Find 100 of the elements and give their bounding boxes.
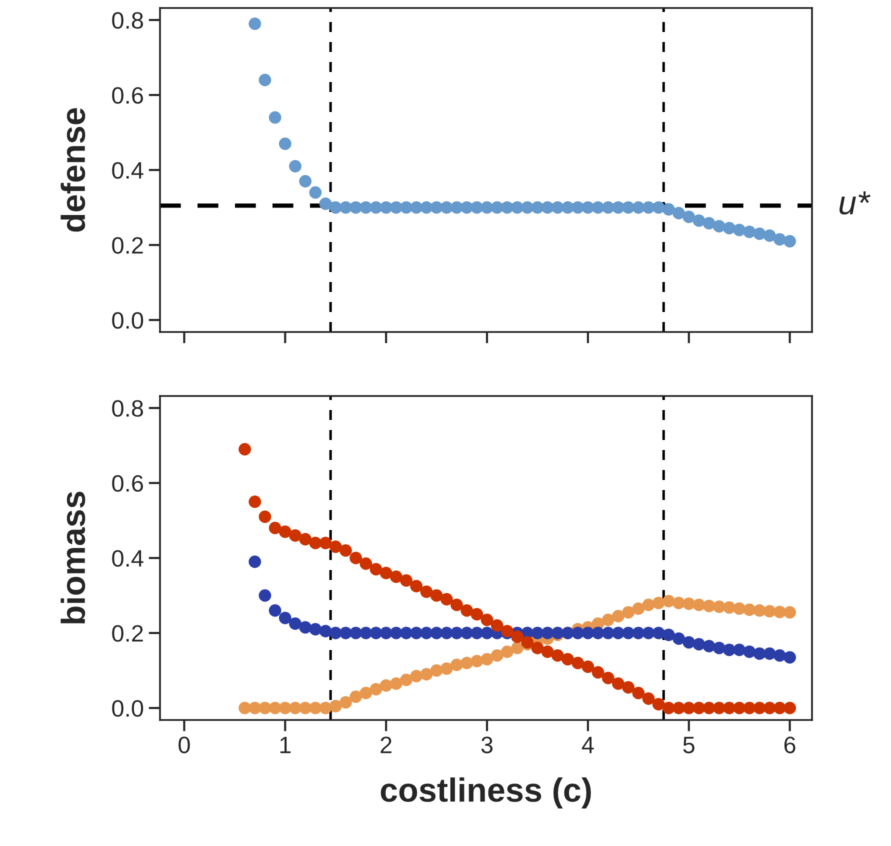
point <box>541 646 554 658</box>
point <box>551 649 564 662</box>
point <box>289 529 302 542</box>
point <box>743 646 756 658</box>
point <box>562 653 574 666</box>
point <box>370 683 382 696</box>
point <box>652 201 665 214</box>
point <box>784 606 796 619</box>
point <box>420 668 433 680</box>
point <box>753 702 766 714</box>
point <box>370 563 382 576</box>
point <box>632 602 645 615</box>
point <box>339 544 352 557</box>
point <box>784 702 796 714</box>
point <box>309 623 322 636</box>
ref-line-label: u* <box>839 191 870 215</box>
y-axis-title: biomass <box>60 492 86 624</box>
point <box>319 198 332 210</box>
point <box>410 670 423 682</box>
point <box>440 662 453 675</box>
point <box>430 589 443 602</box>
point <box>652 596 665 610</box>
point <box>370 626 382 640</box>
point <box>319 702 332 714</box>
point <box>612 610 624 622</box>
point <box>702 640 716 652</box>
point <box>410 580 423 592</box>
point <box>390 570 402 583</box>
point <box>339 696 352 709</box>
y-tick-label: 0.6 <box>112 475 143 492</box>
point <box>511 630 524 643</box>
point <box>733 644 746 656</box>
point <box>692 638 706 650</box>
point <box>430 664 443 677</box>
point <box>531 626 544 640</box>
point <box>773 233 786 246</box>
point <box>268 522 282 534</box>
point <box>582 660 594 673</box>
y-tick-label: 0.8 <box>112 12 144 29</box>
point <box>470 608 484 620</box>
point <box>289 617 302 630</box>
y-tick-label: 0.4 <box>112 162 144 179</box>
point <box>682 598 696 610</box>
point <box>480 626 494 640</box>
point <box>592 666 604 679</box>
point <box>784 235 796 248</box>
point <box>662 628 675 642</box>
point <box>278 526 292 538</box>
point <box>632 626 645 640</box>
point <box>733 602 746 615</box>
point <box>480 653 494 666</box>
point <box>319 536 332 550</box>
point <box>480 614 494 626</box>
point <box>753 604 766 617</box>
x-tick-label: 0 <box>178 736 190 754</box>
point <box>450 658 463 672</box>
point <box>531 642 544 654</box>
x-tick-label: 3 <box>481 736 493 754</box>
point <box>632 201 645 214</box>
point <box>723 222 736 234</box>
point <box>753 228 766 240</box>
point <box>692 702 706 714</box>
point <box>682 210 696 224</box>
point <box>702 217 716 230</box>
point <box>672 632 685 645</box>
point <box>258 74 272 86</box>
point <box>642 626 655 640</box>
point <box>460 604 474 617</box>
point <box>258 510 272 523</box>
point <box>360 686 372 700</box>
point <box>450 598 463 612</box>
point <box>572 656 584 670</box>
point <box>662 203 675 216</box>
point <box>490 619 504 632</box>
point <box>278 612 292 624</box>
point <box>602 672 614 684</box>
y-axis-title: defense <box>60 108 86 232</box>
point <box>490 649 504 662</box>
point <box>380 679 392 692</box>
point <box>642 201 655 214</box>
point <box>380 566 392 580</box>
x-tick-label: 4 <box>582 736 594 754</box>
point <box>602 614 614 626</box>
point <box>289 160 302 172</box>
point <box>682 636 696 649</box>
point <box>652 626 665 640</box>
point <box>309 186 322 199</box>
point <box>360 557 372 570</box>
point <box>672 206 685 220</box>
point <box>370 201 382 214</box>
point <box>470 654 484 668</box>
x-axis-title: costliness (c) <box>380 777 591 808</box>
point <box>248 496 262 508</box>
point <box>440 593 453 606</box>
point <box>712 642 726 654</box>
point <box>531 201 544 214</box>
x-tick-label: 6 <box>784 736 796 754</box>
point <box>268 111 282 124</box>
point <box>400 574 412 587</box>
point <box>692 214 706 227</box>
